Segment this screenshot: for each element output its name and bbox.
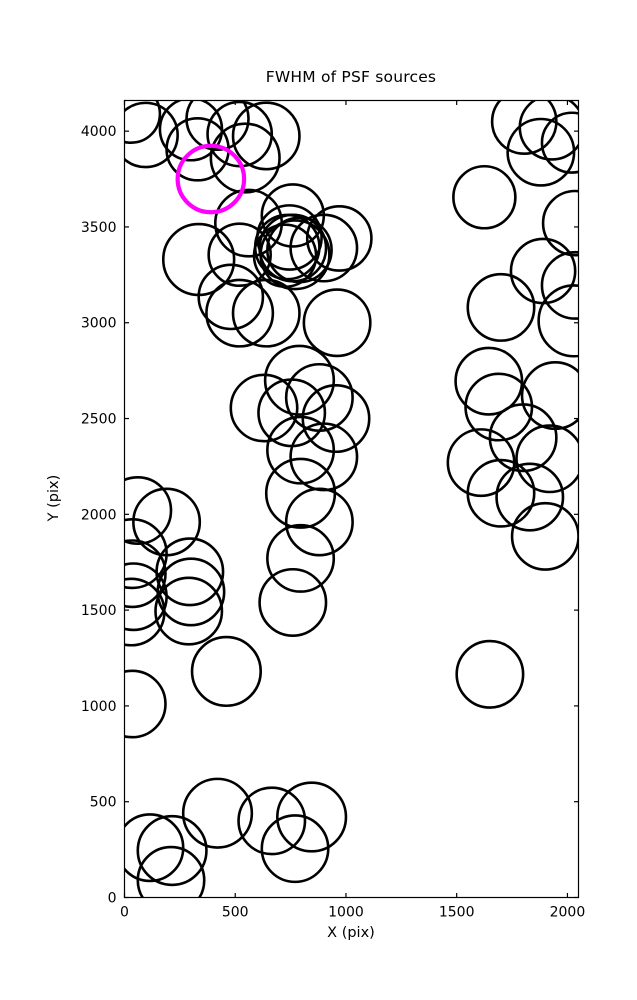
psf-source-circle: [506, 117, 576, 187]
psf-source-circle: [190, 635, 262, 708]
psf-source-circle: [124, 475, 173, 546]
psf-source-circle: [181, 777, 254, 849]
psf-source-circle: [454, 346, 524, 416]
psf-source-circle: [301, 384, 371, 454]
psf-source-circle: [276, 781, 348, 853]
psf-source-circle: [464, 372, 534, 442]
psf-source-circle: [305, 205, 373, 272]
psf-source-circle: [289, 422, 359, 492]
highlighted-source-circle: [175, 143, 247, 215]
psf-source-circle: [466, 458, 536, 528]
psf-source-circle: [209, 122, 281, 194]
psf-source-circle: [197, 263, 265, 331]
x-tick-label: 1500: [439, 905, 475, 921]
y-axis-label: Y (pix): [46, 474, 62, 522]
psf-source-circle: [156, 557, 226, 627]
psf-source-circle: [231, 278, 301, 348]
y-tick-label: 3000: [81, 316, 117, 332]
psf-source-circle: [207, 222, 272, 288]
y-tick-label: 2000: [81, 507, 117, 523]
psf-source-circle: [136, 845, 206, 898]
psf-source-circle: [266, 523, 336, 593]
axes-frame: [123, 99, 580, 899]
psf-source-circle: [541, 189, 579, 257]
y-tick-label: 1500: [81, 603, 117, 619]
psf-source-circle: [155, 537, 225, 607]
psf-source-circle: [452, 164, 517, 230]
psf-source-circle: [124, 100, 162, 144]
psf-source-circle: [266, 415, 336, 485]
psf-source-circle: [455, 639, 525, 709]
psf-source-circle: [124, 101, 179, 169]
x-tick-label: 500: [222, 905, 249, 921]
y-tick-label: 1000: [81, 699, 117, 715]
x-tick-label: 2000: [550, 905, 586, 921]
x-tick-label: 1000: [328, 905, 364, 921]
psf-source-circle: [515, 424, 579, 494]
psf-source-circle: [537, 284, 579, 358]
psf-source-circle: [231, 101, 301, 171]
psf-source-circle: [124, 517, 168, 590]
psf-source-circle: [540, 250, 579, 320]
psf-source-circle: [260, 814, 330, 884]
data-markers-group: [124, 100, 579, 898]
psf-source-circle: [258, 567, 328, 637]
y-tick-label: 3500: [81, 220, 117, 236]
psf-source-circle: [540, 111, 579, 174]
chart-title: FWHM of PSF sources: [265, 68, 437, 86]
psf-source-circle: [466, 272, 536, 342]
psf-source-circle: [259, 219, 331, 291]
psf-source-circle: [302, 288, 372, 358]
psf-source-circle: [185, 100, 250, 151]
y-tick-label: 500: [90, 795, 117, 811]
x-tick-label: 0: [120, 905, 129, 921]
psf-source-circle: [124, 669, 167, 739]
psf-source-circle: [510, 501, 579, 571]
psf-source-circle: [136, 814, 208, 887]
psf-source-circle: [154, 576, 224, 646]
psf-source-circle: [205, 278, 275, 348]
psf-source-circle: [284, 487, 354, 557]
y-tick-label: 2500: [81, 412, 117, 428]
psf-source-circle: [229, 373, 299, 443]
psf-source-circle: [488, 403, 558, 473]
y-tick-label: 0: [108, 891, 117, 907]
psf-source-circle: [495, 462, 565, 532]
psf-source-circle: [289, 213, 359, 283]
psf-source-circle: [124, 539, 167, 609]
psf-source-circle: [237, 786, 307, 856]
x-axis-label: X (pix): [327, 925, 375, 941]
y-tick-label: 4000: [81, 124, 117, 140]
psf-source-circle: [446, 428, 516, 498]
psf-source-circle: [124, 813, 185, 883]
psf-source-circle: [284, 362, 354, 432]
psf-source-circle: [263, 344, 336, 416]
